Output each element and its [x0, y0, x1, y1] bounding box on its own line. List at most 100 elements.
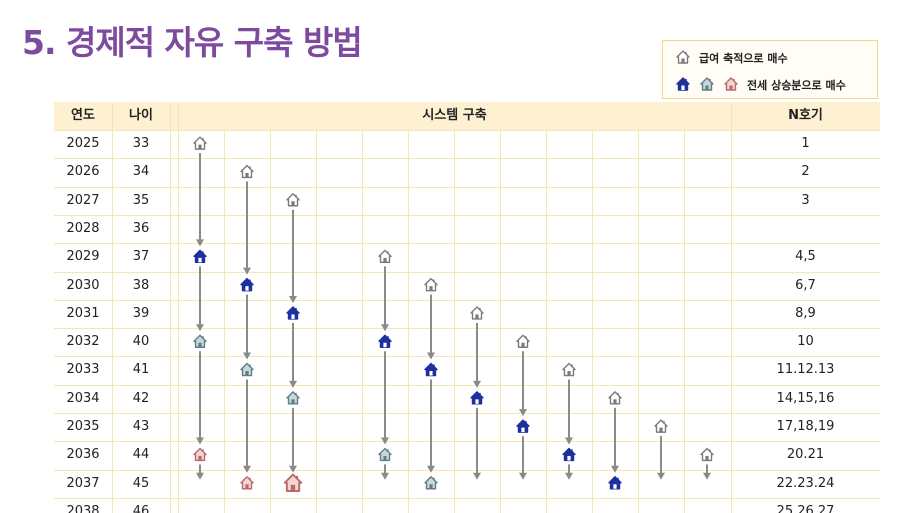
legend-label-salary: 급여 축적으로 매수 — [699, 52, 788, 65]
cell-n: 4,5 — [795, 249, 816, 264]
house-teal-icon — [193, 334, 207, 348]
cell-age: 36 — [132, 221, 150, 236]
cell-age: 35 — [132, 193, 150, 208]
cell-year: 2038 — [66, 504, 100, 513]
arrow-head — [289, 465, 297, 473]
arrow-head — [565, 472, 573, 480]
row-divider — [54, 243, 880, 244]
legend-item-jeonse: 전세 상승분으로 매수 — [675, 75, 846, 95]
row-divider — [54, 470, 880, 471]
row-divider — [54, 187, 880, 188]
cell-n: 2 — [801, 164, 810, 179]
legend-item-salary: 급여 축적으로 매수 — [675, 48, 788, 68]
house-blue-icon — [675, 76, 691, 95]
cell-age: 44 — [132, 447, 150, 462]
cell-age: 46 — [132, 504, 150, 513]
house-pink-icon — [240, 476, 254, 490]
cell-age: 38 — [132, 278, 150, 293]
row-divider — [54, 215, 880, 216]
cell-n: 8,9 — [795, 306, 816, 321]
cell-year: 2035 — [66, 419, 100, 434]
column-divider — [684, 130, 685, 513]
arrow-head — [381, 324, 389, 332]
cell-n: 14,15,16 — [776, 391, 835, 406]
cell-age: 42 — [132, 391, 150, 406]
cell-n: 25.26.27 — [776, 504, 835, 513]
house-blue-icon — [240, 277, 254, 292]
arrow-head — [243, 267, 251, 275]
arrow-head — [243, 465, 251, 473]
row-divider — [54, 413, 880, 414]
column-divider — [454, 130, 455, 513]
arrow-head — [427, 465, 435, 473]
house-gray-icon — [654, 419, 668, 433]
cell-age: 41 — [132, 362, 150, 377]
cell-year: 2033 — [66, 362, 100, 377]
row-divider — [54, 356, 880, 357]
cell-year: 2029 — [66, 249, 100, 264]
house-gray-icon — [424, 277, 438, 292]
house-gray-icon — [240, 164, 254, 179]
house-gray-icon — [378, 249, 392, 264]
cell-year: 2032 — [66, 334, 100, 349]
arrow-head — [473, 380, 481, 388]
row-divider — [54, 158, 880, 159]
cell-n: 22.23.24 — [776, 476, 835, 491]
column-divider — [592, 130, 593, 513]
system-diagram — [193, 136, 714, 492]
house-blue-icon — [516, 419, 530, 433]
house-blue-icon — [286, 306, 300, 320]
arrow-head — [196, 437, 204, 445]
cell-n: 11.12.13 — [776, 362, 835, 377]
house-teal-icon — [240, 362, 254, 377]
house-gray-icon — [675, 49, 691, 68]
cell-n: 20.21 — [786, 447, 825, 462]
cell-age: 43 — [132, 419, 150, 434]
column-divider — [546, 130, 547, 513]
arrow-head — [289, 295, 297, 303]
house-blue-icon — [378, 334, 392, 348]
arrow-head — [196, 324, 204, 332]
cell-age: 33 — [132, 136, 150, 151]
cell-age: 37 — [132, 249, 150, 264]
column-divider — [224, 130, 225, 513]
cell-year: 2030 — [66, 278, 100, 293]
column-divider — [316, 130, 317, 513]
row-divider — [54, 300, 880, 301]
cell-n: 3 — [801, 193, 810, 208]
page-title: 5. 경제적 자유 구축 방법 — [22, 23, 363, 62]
house-blue-icon — [562, 447, 576, 462]
arrow-head — [565, 437, 573, 445]
house-blue-icon — [608, 476, 622, 490]
cell-age: 39 — [132, 306, 150, 321]
cell-age: 34 — [132, 164, 150, 179]
row-divider — [54, 130, 880, 131]
column-divider — [362, 130, 363, 513]
cell-age: 45 — [132, 476, 150, 491]
cell-age: 40 — [132, 334, 150, 349]
column-divider — [112, 102, 113, 513]
column-divider — [638, 130, 639, 513]
house-pink-large-icon — [283, 473, 303, 492]
header-age: 나이 — [129, 108, 153, 123]
column-divider — [408, 130, 409, 513]
header-n: N호기 — [788, 108, 823, 123]
arrow-head — [381, 437, 389, 445]
house-teal-icon — [424, 476, 438, 490]
cell-year: 2034 — [66, 391, 100, 406]
row-divider — [54, 328, 880, 329]
arrow-head — [473, 472, 481, 480]
column-divider — [170, 102, 171, 513]
arrow-head — [243, 352, 251, 360]
house-blue-icon — [470, 391, 484, 405]
house-gray-icon — [700, 447, 714, 462]
house-teal-icon — [699, 76, 715, 95]
arrow-head — [657, 472, 665, 480]
house-pink-icon — [723, 76, 739, 95]
legend: 급여 축적으로 매수 전세 상승분으로 매수 — [662, 40, 878, 99]
row-divider — [54, 272, 880, 273]
cell-year: 2027 — [66, 193, 100, 208]
system-table: 연도 나이 시스템 구축 N호기 2025 33 1 2026 34 2 2027 35 3 20… — [54, 102, 880, 513]
house-gray-icon — [516, 334, 530, 348]
cell-year: 2037 — [66, 476, 100, 491]
